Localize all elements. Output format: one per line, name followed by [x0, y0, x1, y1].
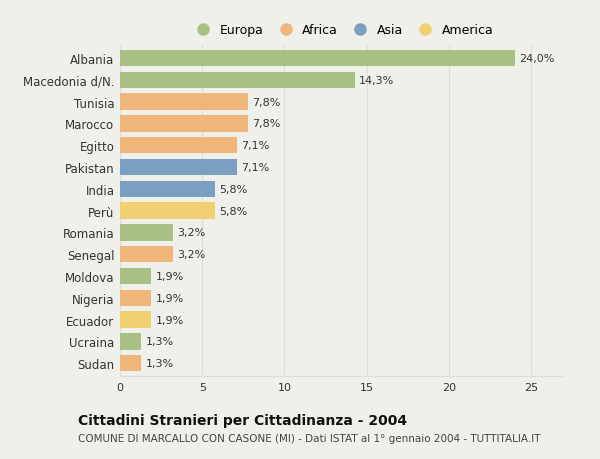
Bar	[120, 333, 142, 350]
Bar	[120, 203, 215, 219]
Bar	[120, 116, 248, 132]
Text: 5,8%: 5,8%	[220, 185, 248, 195]
Bar	[120, 246, 173, 263]
Bar	[120, 268, 151, 285]
Bar	[120, 312, 151, 328]
Bar	[120, 138, 237, 154]
Bar	[120, 290, 151, 306]
Text: COMUNE DI MARCALLO CON CASONE (MI) - Dati ISTAT al 1° gennaio 2004 - TUTTITALIA.: COMUNE DI MARCALLO CON CASONE (MI) - Dat…	[78, 433, 541, 442]
Text: 1,9%: 1,9%	[155, 271, 184, 281]
Text: 7,1%: 7,1%	[241, 162, 269, 173]
Text: 7,1%: 7,1%	[241, 141, 269, 151]
Text: 14,3%: 14,3%	[359, 76, 395, 86]
Legend: Europa, Africa, Asia, America: Europa, Africa, Asia, America	[185, 19, 499, 42]
Bar	[120, 73, 355, 89]
Bar	[120, 159, 237, 176]
Bar	[120, 355, 142, 371]
Text: 7,8%: 7,8%	[253, 119, 281, 129]
Text: 3,2%: 3,2%	[177, 250, 205, 260]
Text: 1,9%: 1,9%	[155, 315, 184, 325]
Bar	[120, 225, 173, 241]
Bar	[120, 181, 215, 197]
Text: 7,8%: 7,8%	[253, 97, 281, 107]
Bar	[120, 94, 248, 111]
Text: 3,2%: 3,2%	[177, 228, 205, 238]
Text: 24,0%: 24,0%	[519, 54, 554, 64]
Text: Cittadini Stranieri per Cittadinanza - 2004: Cittadini Stranieri per Cittadinanza - 2…	[78, 414, 407, 428]
Text: 1,3%: 1,3%	[145, 336, 173, 347]
Text: 5,8%: 5,8%	[220, 206, 248, 216]
Text: 1,3%: 1,3%	[145, 358, 173, 368]
Bar	[120, 51, 515, 67]
Text: 1,9%: 1,9%	[155, 293, 184, 303]
